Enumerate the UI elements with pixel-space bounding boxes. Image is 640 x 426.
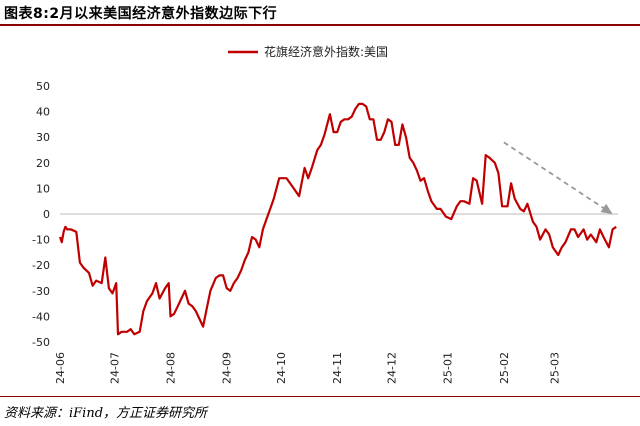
y-tick-label: -10 <box>32 234 50 247</box>
trend-arrow-head <box>600 203 613 214</box>
x-tick-label: 24-12 <box>386 352 399 384</box>
y-tick-label: 50 <box>36 80 50 93</box>
y-tick-label: 10 <box>36 182 50 195</box>
trend-arrow-line <box>503 141 606 210</box>
y-tick-label: 30 <box>36 131 50 144</box>
trend-arrow <box>503 141 613 214</box>
y-axis: 50 40 30 20 10 0 -10 -20 -30 -40 -50 <box>32 80 50 349</box>
source-note: 资料来源：iFind，方正证券研究所 <box>4 406 208 421</box>
x-tick-label: 24-09 <box>221 352 234 384</box>
x-tick-label: 24-06 <box>54 352 67 384</box>
y-tick-label: -40 <box>32 310 50 323</box>
x-tick-label: 24-10 <box>275 352 288 384</box>
x-tick-label: 24-08 <box>165 352 178 384</box>
x-tick-label: 25-01 <box>442 352 455 384</box>
figure-title: 图表8:2月以来美国经济意外指数边际下行 <box>4 6 278 22</box>
title-rule <box>0 24 640 26</box>
x-axis: 24-06 24-07 24-08 24-09 24-10 24-11 24-12 25-01… <box>54 352 562 384</box>
series-line-us-surprise-index <box>58 102 617 336</box>
footer-rule <box>0 396 640 397</box>
y-tick-label: -20 <box>32 259 50 272</box>
y-tick-label: -30 <box>32 285 50 298</box>
y-tick-label: -50 <box>32 336 50 349</box>
y-tick-label: 20 <box>36 157 50 170</box>
y-tick-label: 0 <box>43 208 50 221</box>
x-tick-label: 25-02 <box>498 352 511 384</box>
x-tick-label: 24-11 <box>331 352 344 384</box>
x-tick-label: 25-03 <box>549 352 562 384</box>
x-tick-label: 24-07 <box>108 352 121 384</box>
legend-label: 花旗经济意外指数:美国 <box>264 44 388 59</box>
y-tick-label: 40 <box>36 106 50 119</box>
chart-legend: 花旗经济意外指数:美国 <box>228 44 388 59</box>
